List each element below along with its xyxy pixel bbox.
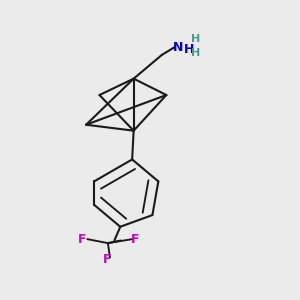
Text: H: H	[191, 48, 201, 59]
Text: H: H	[184, 43, 195, 56]
Text: N: N	[173, 41, 183, 54]
Text: F: F	[77, 233, 86, 246]
Text: F: F	[131, 233, 140, 246]
Text: F: F	[103, 254, 111, 266]
Text: H: H	[191, 34, 201, 44]
